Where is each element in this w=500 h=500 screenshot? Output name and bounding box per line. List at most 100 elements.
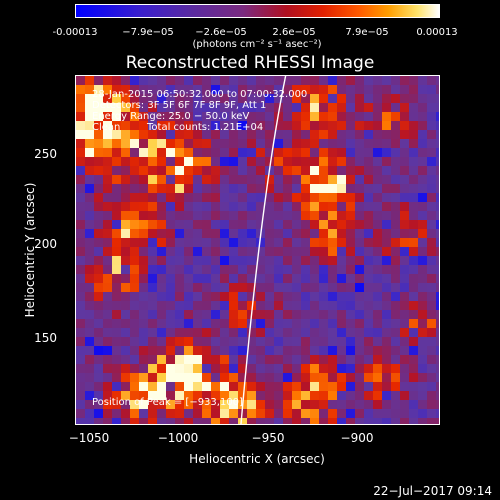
image-pixel xyxy=(247,382,256,391)
image-pixel xyxy=(148,202,157,211)
image-pixel xyxy=(373,193,382,202)
image-pixel xyxy=(166,184,175,193)
image-pixel xyxy=(85,211,94,220)
image-pixel xyxy=(229,373,238,382)
image-pixel xyxy=(436,103,439,112)
image-pixel xyxy=(310,274,319,283)
image-pixel xyxy=(175,292,184,301)
image-pixel xyxy=(391,382,400,391)
image-pixel xyxy=(211,184,220,193)
image-pixel xyxy=(130,103,139,112)
image-pixel xyxy=(130,184,139,193)
image-pixel xyxy=(310,418,319,424)
image-pixel xyxy=(238,238,247,247)
image-pixel xyxy=(265,418,274,424)
image-pixel xyxy=(373,409,382,418)
image-pixel xyxy=(211,211,220,220)
image-pixel xyxy=(247,364,256,373)
image-pixel xyxy=(355,148,364,157)
image-pixel xyxy=(346,148,355,157)
image-pixel xyxy=(274,265,283,274)
image-pixel xyxy=(148,193,157,202)
image-pixel xyxy=(112,274,121,283)
image-pixel xyxy=(400,157,409,166)
image-pixel xyxy=(238,256,247,265)
image-pixel xyxy=(139,292,148,301)
image-pixel xyxy=(364,166,373,175)
image-pixel xyxy=(103,283,112,292)
image-pixel xyxy=(148,283,157,292)
image-pixel xyxy=(229,193,238,202)
image-pixel xyxy=(220,418,229,424)
image-pixel xyxy=(202,184,211,193)
image-pixel xyxy=(301,382,310,391)
image-pixel xyxy=(382,337,391,346)
image-pixel xyxy=(328,346,337,355)
image-pixel xyxy=(112,391,121,400)
image-pixel xyxy=(301,328,310,337)
image-pixel xyxy=(157,121,166,130)
image-pixel xyxy=(373,364,382,373)
image-pixel xyxy=(202,121,211,130)
y-axis-label: Heliocentric Y (arcsec) xyxy=(23,182,37,318)
image-pixel xyxy=(436,139,439,148)
image-pixel xyxy=(409,256,418,265)
image-pixel xyxy=(76,391,85,400)
image-pixel xyxy=(337,283,346,292)
image-pixel xyxy=(409,211,418,220)
image-pixel xyxy=(157,274,166,283)
image-pixel xyxy=(292,409,301,418)
image-pixel xyxy=(427,373,436,382)
image-pixel xyxy=(337,211,346,220)
image-pixel xyxy=(364,220,373,229)
image-pixel xyxy=(310,328,319,337)
image-pixel xyxy=(346,346,355,355)
image-pixel xyxy=(292,346,301,355)
image-pixel xyxy=(247,103,256,112)
image-pixel xyxy=(364,382,373,391)
image-pixel xyxy=(238,391,247,400)
image-pixel xyxy=(175,103,184,112)
image-pixel xyxy=(94,418,103,424)
image-pixel xyxy=(373,130,382,139)
image-pixel xyxy=(382,229,391,238)
image-pixel xyxy=(193,319,202,328)
image-pixel xyxy=(319,265,328,274)
image-pixel xyxy=(193,103,202,112)
image-pixel xyxy=(355,382,364,391)
image-pixel xyxy=(85,148,94,157)
image-pixel xyxy=(319,310,328,319)
image-pixel xyxy=(382,265,391,274)
image-pixel xyxy=(409,400,418,409)
image-pixel xyxy=(157,166,166,175)
image-pixel xyxy=(292,85,301,94)
image-pixel xyxy=(382,247,391,256)
image-pixel xyxy=(229,76,238,85)
image-pixel xyxy=(373,175,382,184)
image-pixel xyxy=(76,310,85,319)
image-pixel xyxy=(418,139,427,148)
image-pixel xyxy=(85,94,94,103)
image-pixel xyxy=(247,166,256,175)
image-pixel xyxy=(436,247,439,256)
image-pixel xyxy=(346,103,355,112)
image-pixel xyxy=(220,346,229,355)
image-pixel xyxy=(184,274,193,283)
image-pixel xyxy=(292,184,301,193)
image-pixel xyxy=(193,211,202,220)
image-pixel xyxy=(121,319,130,328)
image-pixel xyxy=(103,94,112,103)
image-pixel xyxy=(130,94,139,103)
image-pixel xyxy=(184,130,193,139)
image-pixel xyxy=(94,94,103,103)
image-pixel xyxy=(373,94,382,103)
image-pixel xyxy=(256,139,265,148)
image-pixel xyxy=(382,364,391,373)
image-pixel xyxy=(364,94,373,103)
image-pixel xyxy=(157,337,166,346)
image-pixel xyxy=(193,229,202,238)
image-pixel xyxy=(139,400,148,409)
image-pixel xyxy=(400,175,409,184)
image-pixel xyxy=(175,337,184,346)
image-pixel xyxy=(409,418,418,424)
